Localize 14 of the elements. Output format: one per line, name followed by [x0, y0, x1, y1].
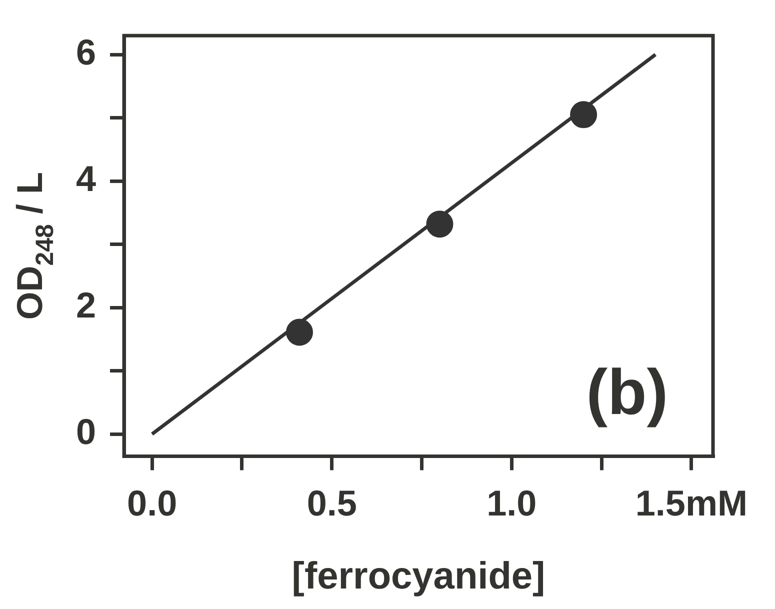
point [286, 318, 313, 346]
annotation: (b) [586, 356, 668, 428]
y-tick-label: 2 [76, 284, 96, 326]
y-tick-label: 6 [76, 31, 96, 72]
x-tick-label: 1.5mM [635, 482, 748, 524]
x-axis-title: [ferrocyanide] [292, 556, 546, 598]
point [570, 101, 598, 128]
x-tick-label: 0.5 [306, 482, 357, 524]
x-tick-label: 1.0 [486, 482, 537, 524]
x-tick-label: 0.0 [127, 482, 178, 524]
y-axis-title: OD248 / L [8, 172, 59, 320]
point [426, 210, 454, 238]
y-tick-label: 0 [76, 410, 96, 452]
y-tick-label: 4 [76, 158, 96, 199]
